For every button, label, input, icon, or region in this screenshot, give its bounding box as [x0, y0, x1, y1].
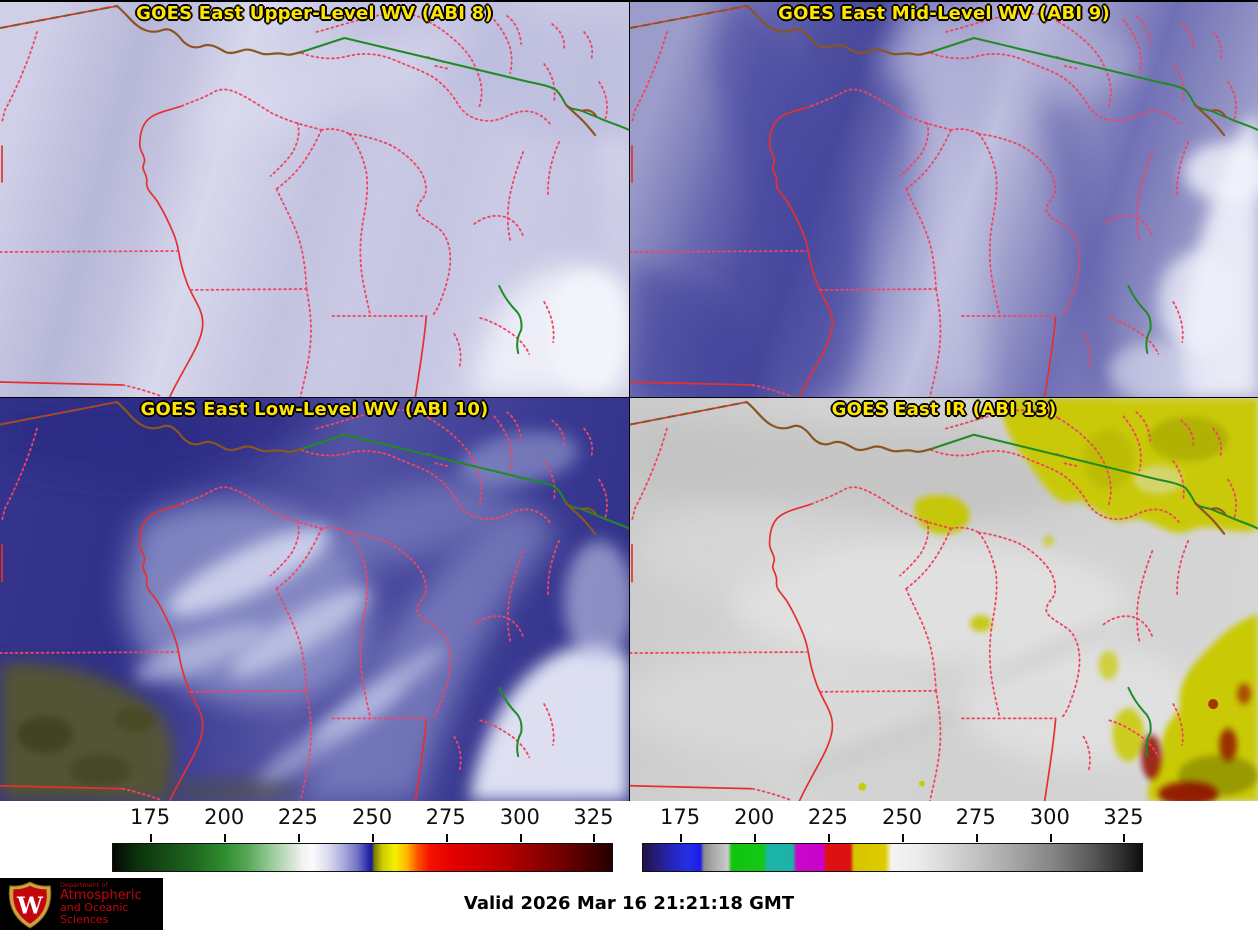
colorbar-tick-label: 225 [807, 805, 848, 829]
colorbar-tick-label: 300 [499, 805, 540, 829]
wv-colorbar-gradient [112, 843, 613, 872]
tick-mark [902, 834, 905, 842]
logo-text: Department of Atmospheric and Oceanic Sc… [60, 882, 163, 926]
tick-mark [150, 834, 153, 842]
panel-low-level-wv: GOES East Low-Level WV (ABI 10) [0, 398, 629, 801]
colorbar-tick-label: 325 [573, 805, 614, 829]
panel-title-abi13: GOES East IR (ABI 13) [831, 399, 1057, 420]
tick-mark [445, 834, 448, 842]
colorbar-tick-label: 200 [204, 805, 245, 829]
uw-aos-logo: W Department of Atmospheric and Oceanic … [0, 878, 163, 930]
colorbar-tick-label: 225 [277, 805, 318, 829]
uw-crest-icon: W [8, 881, 52, 929]
tick-mark [297, 834, 300, 842]
tick-mark [975, 834, 978, 842]
panel-upper-level-wv: GOES East Upper-Level WV (ABI 8) [0, 2, 629, 397]
tick-mark [680, 834, 683, 842]
tick-mark [593, 834, 596, 842]
colorbar-tick-label: 175 [130, 805, 171, 829]
tick-mark [224, 834, 227, 842]
low-level-wv-image [0, 398, 629, 801]
colorbar-tick-label: 250 [351, 805, 393, 829]
panel-title-abi9: GOES East Mid-Level WV (ABI 9) [778, 3, 1110, 24]
colorbar-tick-label: 325 [1103, 805, 1144, 829]
upper-level-wv-image [0, 2, 629, 397]
footer: W Department of Atmospheric and Oceanic … [0, 878, 1258, 930]
ir-colorbar-ticklabels: 175 200 225 250 275 300 325 [642, 805, 1143, 833]
colorbar-tick-label: 300 [1029, 805, 1070, 829]
colorbar-tick-label: 275 [425, 805, 466, 829]
mid-level-wv-image [630, 2, 1258, 397]
ir-image [630, 398, 1258, 801]
satellite-panel-grid: GOES East Upper-Level WV (ABI 8) [0, 0, 1258, 801]
colorbar-tick-label: 175 [660, 805, 701, 829]
tick-mark [754, 834, 757, 842]
wv-colorbar-ticklabels: 175 200 225 250 275 300 325 [112, 805, 613, 833]
tick-mark [519, 834, 522, 842]
colorbar-tick-label: 200 [734, 805, 775, 829]
colorbar-row: 175 200 225 250 275 300 325 175 200 225 … [0, 801, 1258, 878]
panel-title-abi8: GOES East Upper-Level WV (ABI 8) [136, 3, 493, 24]
panel-mid-level-wv: GOES East Mid-Level WV (ABI 9) [630, 2, 1258, 397]
panel-ir: GOES East IR (ABI 13) [630, 398, 1258, 801]
logo-line-3: and Oceanic Sciences [60, 901, 129, 926]
logo-line-2: Atmospheric [60, 887, 142, 903]
tick-mark [1049, 834, 1052, 842]
tick-mark [827, 834, 830, 842]
tick-mark [1123, 834, 1126, 842]
colorbar-tick-label: 250 [881, 805, 923, 829]
colorbar-tick-label: 275 [955, 805, 996, 829]
svg-text:W: W [16, 893, 44, 920]
panel-title-abi10: GOES East Low-Level WV (ABI 10) [140, 399, 489, 420]
valid-timestamp: Valid 2026 Mar 16 21:21:18 GMT [463, 893, 795, 914]
ir-colorbar: 175 200 225 250 275 300 325 [642, 805, 1144, 875]
tick-mark [372, 834, 375, 842]
ir-colorbar-gradient [642, 843, 1143, 872]
wv-colorbar: 175 200 225 250 275 300 325 [112, 805, 614, 875]
logo-line-1: Department of [60, 881, 108, 889]
